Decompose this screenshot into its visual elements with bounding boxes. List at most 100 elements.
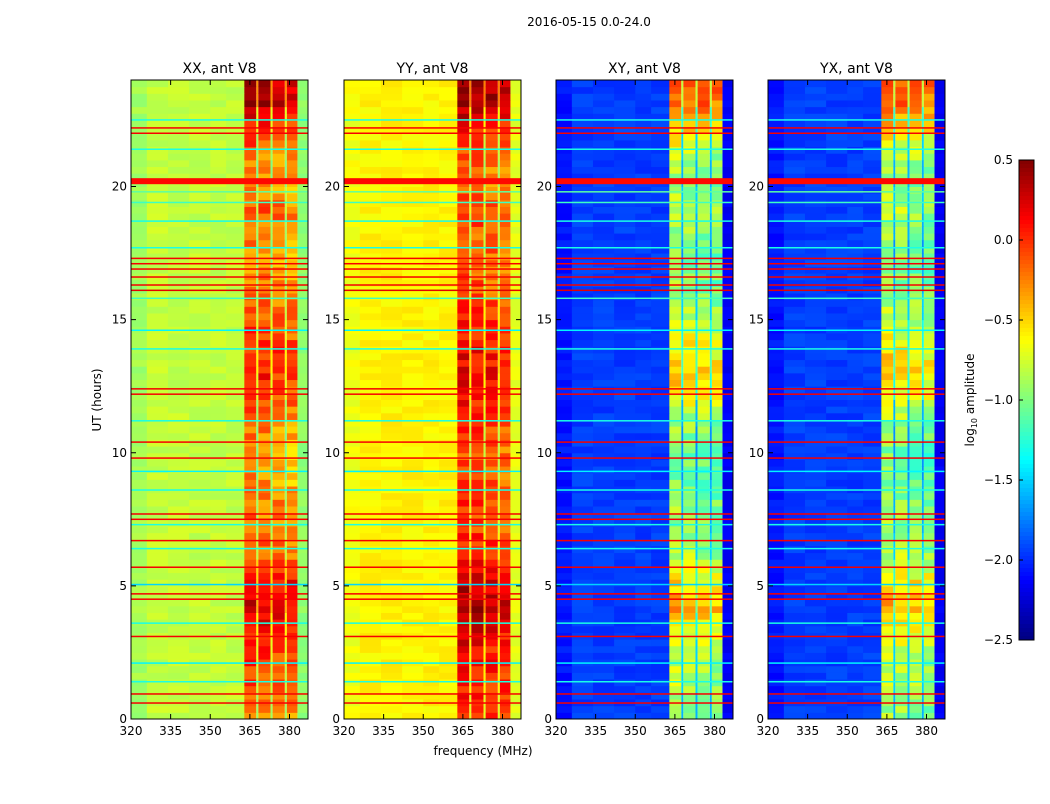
band-gap-cell <box>498 206 500 213</box>
heatmap-cell <box>131 306 147 313</box>
rfi-line <box>131 548 308 550</box>
heatmap-cell <box>500 380 511 387</box>
rfi-line <box>556 268 733 270</box>
heatmap-cell <box>486 459 498 466</box>
heatmap-cell <box>722 366 733 373</box>
heatmap-cell <box>439 706 458 713</box>
heatmap-cell <box>168 93 190 100</box>
heatmap-cell <box>683 706 695 713</box>
band-gap-cell <box>483 300 485 307</box>
heatmap-cell <box>226 187 245 194</box>
heatmap-cell <box>297 446 308 453</box>
heatmap-cell <box>147 253 169 260</box>
heatmap-cell <box>471 626 483 633</box>
heatmap-cell <box>895 459 907 466</box>
heatmap-cell <box>895 439 907 446</box>
heatmap-cell <box>273 193 285 200</box>
band-gap-cell <box>256 606 258 613</box>
heatmap-cell <box>439 280 458 287</box>
heatmap-cell <box>189 706 211 713</box>
heatmap-cell <box>500 546 511 553</box>
heatmap-cell <box>471 107 483 114</box>
heatmap-cell <box>826 366 848 373</box>
heatmap-cell <box>881 373 893 380</box>
heatmap-cell <box>147 446 169 453</box>
heatmap-cell <box>471 400 483 407</box>
heatmap-cell <box>244 439 256 446</box>
heatmap-cell <box>510 353 521 360</box>
heatmap-cell <box>722 333 733 340</box>
heatmap-cell <box>722 473 733 480</box>
heatmap-cell <box>486 346 498 353</box>
heatmap-cell <box>669 193 681 200</box>
heatmap-cell <box>344 479 360 486</box>
band-gap-cell <box>681 493 683 500</box>
heatmap-cell <box>683 519 695 526</box>
heatmap-cell <box>226 679 245 686</box>
band-gap-cell <box>483 380 485 387</box>
heatmap-cell <box>593 293 615 300</box>
heatmap-cell <box>614 187 636 194</box>
heatmap-cell <box>614 80 636 87</box>
heatmap-cell <box>683 559 695 566</box>
heatmap-cell <box>593 466 615 473</box>
heatmap-cell <box>402 340 424 347</box>
heatmap-cell <box>510 446 521 453</box>
band-gap-cell <box>695 226 697 233</box>
band-gap-cell <box>285 406 287 413</box>
heatmap-cell <box>635 573 651 580</box>
heatmap-cell <box>669 253 681 260</box>
heatmap-cell <box>784 366 806 373</box>
heatmap-cell <box>784 559 806 566</box>
heatmap-cell <box>614 573 636 580</box>
band-gap-cell <box>922 466 924 473</box>
heatmap-cell <box>189 712 211 719</box>
band-gap-cell <box>681 293 683 300</box>
band-gap-cell <box>270 333 272 340</box>
heatmap-cell <box>168 87 190 94</box>
heatmap-cell <box>669 553 681 560</box>
band-gap-cell <box>270 453 272 460</box>
heatmap-cell <box>226 213 245 220</box>
rfi-line <box>131 662 308 664</box>
heatmap-cell <box>847 706 863 713</box>
band-gap-cell <box>469 366 471 373</box>
heatmap-cell <box>457 400 469 407</box>
band-gap-cell <box>270 140 272 147</box>
band-gap-cell <box>498 639 500 646</box>
band-gap-cell <box>256 240 258 247</box>
heatmap-cell <box>147 466 169 473</box>
heatmap-cell <box>189 652 211 659</box>
heatmap-cell <box>635 546 651 553</box>
heatmap-cell <box>635 493 651 500</box>
heatmap-cell <box>297 499 308 506</box>
heatmap-cell <box>784 679 806 686</box>
heatmap-cell <box>863 553 882 560</box>
heatmap-cell <box>423 599 439 606</box>
band-gap-cell <box>469 240 471 247</box>
heatmap-cell <box>226 473 245 480</box>
heatmap-cell <box>593 579 615 586</box>
heatmap-cell <box>881 400 893 407</box>
band-gap-cell <box>483 153 485 160</box>
heatmap-cell <box>500 679 511 686</box>
band-gap-cell <box>469 646 471 653</box>
heatmap-cell <box>258 426 270 433</box>
heatmap-cell <box>471 439 483 446</box>
heatmap-cell <box>593 353 615 360</box>
band-gap-cell <box>922 599 924 606</box>
heatmap-cell <box>210 193 226 200</box>
heatmap-cell <box>287 672 298 679</box>
heatmap-cell <box>258 333 270 340</box>
heatmap-cell <box>683 340 695 347</box>
heatmap-cell <box>683 466 695 473</box>
band-gap-cell <box>469 140 471 147</box>
heatmap-cell <box>635 652 651 659</box>
heatmap-cell <box>556 147 572 154</box>
heatmap-cell <box>244 533 256 540</box>
heatmap-cell <box>669 120 681 127</box>
heatmap-cell <box>273 639 285 646</box>
heatmap-cell <box>669 473 681 480</box>
heatmap-cell <box>826 373 848 380</box>
band-gap-cell <box>256 519 258 526</box>
